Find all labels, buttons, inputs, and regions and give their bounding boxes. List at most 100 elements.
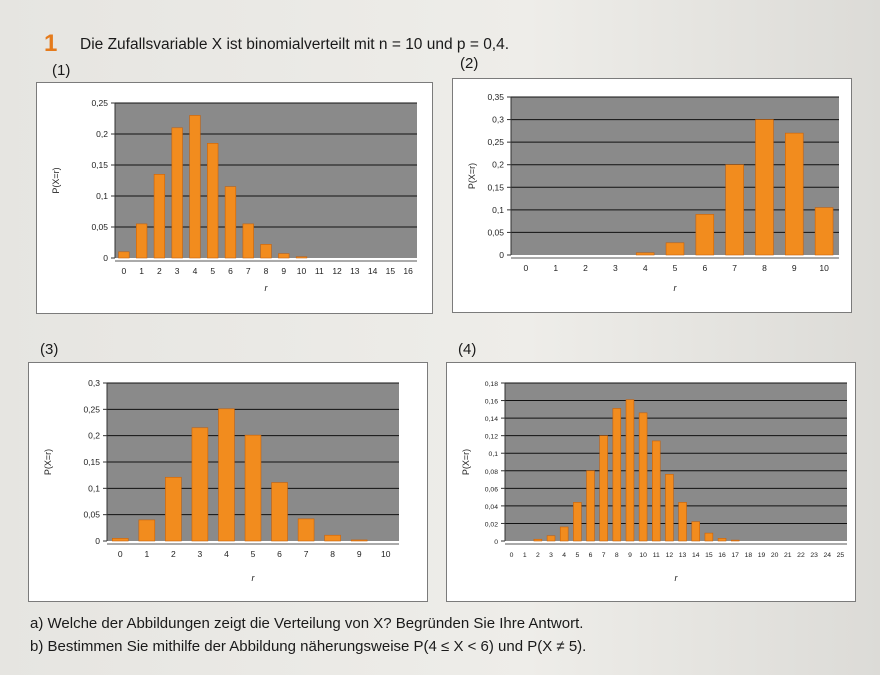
chart-panel-4: 0 0,02 0,04 0,06 0,08 0,1 0,12 0,14 0,16 0,18 0 1 2 3… (446, 362, 856, 602)
x-tick-label: 0 (524, 263, 529, 273)
y-tick-label: 0,05 (83, 510, 100, 520)
x-tick-label: 2 (157, 266, 162, 276)
bar (730, 539, 740, 542)
x-tick-label: 1 (523, 552, 527, 559)
x-tick-label: 8 (615, 552, 619, 559)
bar (717, 538, 727, 542)
bar (271, 482, 288, 542)
y-tick-label: 0,15 (83, 457, 100, 467)
plot-area (505, 383, 847, 541)
chart-1-svg: 00,050,10,150,20,250 1 2 3 4 5 6 7 8 9 10 11 12 13 14 1… (51, 98, 417, 293)
y-tick-label: 0,05 (487, 227, 504, 237)
y-tick-label: 0,1 (96, 191, 108, 201)
x-tick-label: 8 (330, 549, 335, 559)
bar (112, 538, 129, 542)
y-tick-label: 0,1 (489, 451, 499, 458)
bar (755, 119, 774, 256)
bar (171, 127, 183, 259)
bar (635, 252, 655, 256)
bar (533, 538, 543, 542)
y-tick-label: 0 (103, 253, 108, 263)
x-tick-label: 4 (643, 263, 648, 273)
bar (191, 427, 209, 542)
y-tick-label: 0,12 (485, 434, 498, 441)
x-tick-label: 1 (144, 549, 149, 559)
x-tick-label: 20 (771, 552, 779, 559)
y-axis-label: P(X=r) (461, 449, 471, 475)
x-tick-label: 4 (562, 552, 566, 559)
chart-panel-2: 0 0,05 0,1 0,15 0,2 0,25 0,3 0,35 0 1 2 3 4 5 6 7 8 9 10 r P… (452, 78, 852, 313)
x-tick-label: 0 (118, 549, 123, 559)
bar (586, 470, 595, 542)
y-tick-label: 0 (494, 539, 498, 546)
x-tick-label: 10 (819, 263, 829, 273)
x-tick-label: 11 (653, 552, 660, 559)
bar (678, 502, 687, 542)
x-tick-label: 6 (277, 549, 282, 559)
y-tick-label: 0,04 (485, 504, 498, 511)
x-tick-label: 2 (536, 552, 540, 559)
y-tick-label: 0,25 (83, 404, 100, 414)
x-tick-label: 15 (386, 266, 396, 276)
task-number: 1 (44, 30, 58, 57)
y-tick-label: 0,2 (492, 160, 504, 170)
chart-4-svg: 00,020,040,060,080,10,120,140,160,180 1 2 3… (461, 381, 847, 583)
x-tick-label: 16 (403, 266, 413, 276)
x-tick-label: 19 (758, 552, 766, 559)
x-tick-label: 9 (357, 549, 362, 559)
y-tick-label: 0,05 (91, 222, 108, 232)
x-tick-label: 7 (304, 549, 309, 559)
y-tick-label: 0,25 (91, 98, 108, 108)
y-tick-label: 0 (499, 250, 504, 260)
x-tick-label: 5 (210, 266, 215, 276)
question-a: a) Welche der Abbildungen zeigt die Vert… (30, 615, 584, 632)
x-tick-label: 4 (193, 266, 198, 276)
bar (165, 476, 182, 542)
x-tick-label: 2 (171, 549, 176, 559)
y-axis-label: P(X=r) (43, 449, 53, 475)
x-tick-label: 18 (745, 552, 753, 559)
questions: a) Welche der Abbildungen zeigt die Vert… (30, 612, 586, 658)
bar (638, 412, 648, 542)
y-tick-label: 0,2 (96, 129, 108, 139)
bar (652, 440, 661, 542)
y-tick-label: 0,1 (88, 483, 100, 493)
y-tick-label: 0,15 (91, 160, 108, 170)
bar (559, 526, 569, 542)
chart-3-svg: 0 0,05 0,1 0,15 0,2 0,25 0,3 0 1 2 3 4 5 6 7 8 9 10 r P(X=r… (43, 378, 399, 583)
y-tick-label: 0,16 (485, 399, 498, 406)
x-tick-label: 10 (381, 549, 391, 559)
chart-panel-1: 0 0,05 0,1 0,15 0,2 0,25 0 1 2 3 4 5 6 7 8 9 10 11 12 13 14 1… (36, 82, 433, 314)
x-tick-label: 3 (613, 263, 618, 273)
x-tick-label: 5 (575, 552, 579, 559)
bar (136, 223, 148, 259)
bar (138, 519, 156, 542)
y-axis-label: P(X=r) (51, 167, 61, 193)
y-tick-label: 0,25 (487, 137, 504, 147)
y-axis-label: P(X=r) (467, 163, 477, 189)
bar (599, 435, 608, 542)
plot-floor (505, 541, 847, 544)
bar (546, 535, 556, 542)
x-tick-label: 24 (823, 552, 831, 559)
bar (625, 399, 635, 542)
bar (278, 253, 290, 259)
x-tick-label: 25 (837, 552, 845, 559)
x-axis-label: r (675, 573, 679, 583)
bar (297, 518, 315, 542)
x-tick-label: 14 (368, 266, 378, 276)
x-tick-label: 9 (281, 266, 286, 276)
x-tick-label: 4 (224, 549, 229, 559)
x-tick-label: 7 (732, 263, 737, 273)
y-tick-label: 0,15 (487, 182, 504, 192)
x-tick-label: 9 (792, 263, 797, 273)
bar (260, 244, 272, 259)
y-tick-label: 0,1 (492, 205, 504, 215)
bar (207, 142, 219, 259)
x-tick-label: 8 (762, 263, 767, 273)
y-tick-label: 0,08 (485, 469, 498, 476)
chart-label-2: (2) (460, 55, 479, 72)
x-axis-label: r (252, 573, 256, 583)
bar (118, 251, 130, 259)
y-tick-label: 0,3 (88, 378, 100, 388)
